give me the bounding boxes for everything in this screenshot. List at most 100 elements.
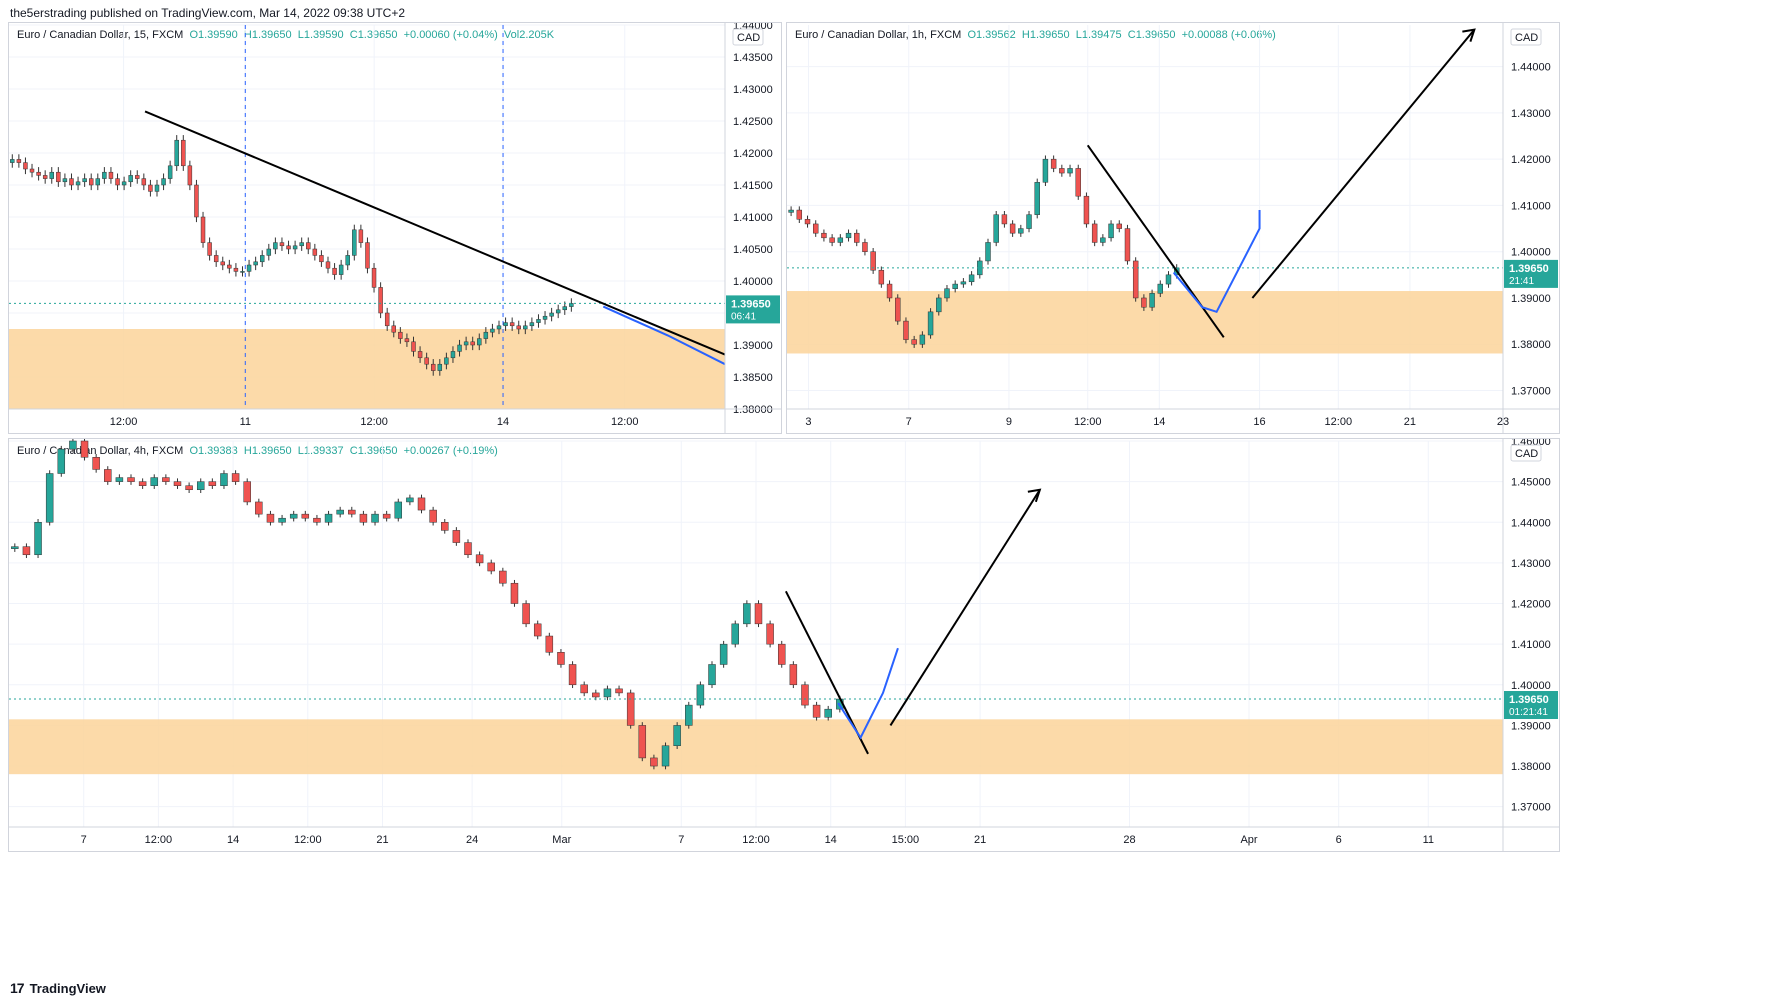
candle-body [661,745,670,767]
chart-panel-15m[interactable]: Euro / Canadian Dollar, 15, FXCM O1.3959… [8,22,782,434]
candle [289,510,298,522]
y-tick-label: 1.38500 [733,372,773,384]
candle-body [161,178,166,186]
projection-path [1172,210,1261,314]
chart-svg-1h[interactable]: 1.37000 1.38000 1.39000 1.40000 1.41000 1.420… [787,23,1559,433]
candle-body [993,214,999,243]
candle [417,346,423,363]
currency-label: CAD [1515,448,1538,460]
legend-1h: Euro / Canadian Dollar, 1h, FXCM O1.3956… [795,29,1276,41]
candle [11,543,19,552]
price-badge-label: 1.39650 [1509,263,1549,275]
candle-body [911,339,917,345]
chart-svg-4h[interactable]: 1.37000 1.38000 1.39000 1.40000 1.41000 1.420… [9,439,1559,851]
candle-body [352,229,357,256]
candle-body [429,509,437,523]
candle-body [80,440,89,458]
candle-body [406,497,414,503]
candle-body [324,513,333,523]
candle-body [243,481,251,503]
candle-body [569,303,574,307]
candle [102,167,107,184]
candle [708,661,716,689]
candle-body [365,242,370,269]
candle-body [490,328,495,333]
candle [936,294,942,316]
x-tick-label: 14 [825,834,837,846]
candle-body [789,664,798,686]
chart-panel-1h[interactable]: Euro / Canadian Dollar, 1h, FXCM O1.3956… [786,22,1560,434]
x-tick-label: 24 [466,834,478,846]
candle [49,167,54,184]
candle [812,701,821,721]
y-tick-label: 1.41500 [733,180,773,192]
candle-body [895,297,901,322]
y-tick-label: 1.46000 [1511,439,1551,448]
legend-high: H1.39650 [243,445,292,457]
candle [57,445,66,477]
candle [919,331,926,348]
candle [56,167,61,187]
candle [22,543,31,559]
candle-body [685,704,693,726]
candle-body [638,725,647,759]
candle [673,722,681,749]
candle [911,335,917,348]
candle-body [16,159,22,163]
candle [161,173,166,191]
x-tick-label: 21 [974,834,986,846]
candle [555,304,561,319]
candle [279,237,285,251]
candle [845,229,852,242]
y-tick-label: 1.41000 [733,212,773,224]
candle-body [452,530,461,543]
candle [1026,210,1032,233]
candle [1001,210,1008,228]
candle [162,474,170,485]
candle-body [470,341,475,346]
candle-body [483,331,489,339]
legend-close: C1.39650 [349,445,398,457]
candle-body [138,481,147,486]
chart-panel-4h[interactable]: Euro / Canadian Dollar, 4h, FXCM O1.3938… [8,438,1560,852]
candle-body [568,664,577,686]
candle [391,320,396,338]
candle-body [499,570,507,584]
candle [1124,224,1131,265]
candle [371,510,379,526]
candle [359,510,368,526]
candle [536,314,541,328]
candle-body [796,209,803,220]
candle [813,220,819,237]
candle [529,317,535,331]
candle-body [529,322,535,327]
candle-body [208,481,217,486]
x-tick-label: 16 [1253,416,1265,428]
candle [452,527,461,546]
candle-body [231,473,240,482]
candle-body [1108,223,1114,239]
candle [378,282,383,319]
candle [1141,294,1147,311]
x-tick-label: 28 [1123,834,1135,846]
candle-body [174,139,179,167]
tradingview-logo-icon[interactable]: 17 [10,980,25,996]
candle-body [92,457,100,470]
candle-body [549,312,554,317]
candle-body [200,216,206,243]
candle [233,263,239,277]
candle-body [1149,293,1155,308]
candle [490,323,495,338]
footer-brand[interactable]: TradingView [29,980,106,996]
candle-body [952,283,958,289]
candle [1018,224,1024,237]
candle-body [336,509,344,515]
candle [306,237,311,255]
chart-svg-15m[interactable]: 1.380001.385001.390001.395001.400001.405… [9,23,781,433]
y-tick-label: 1.43500 [733,52,773,64]
candle-body [1100,237,1106,243]
legend-volume: Vol2.205K [503,29,555,41]
y-tick-label: 1.40000 [1511,680,1551,692]
candle-body [719,643,728,665]
candle [292,240,298,255]
